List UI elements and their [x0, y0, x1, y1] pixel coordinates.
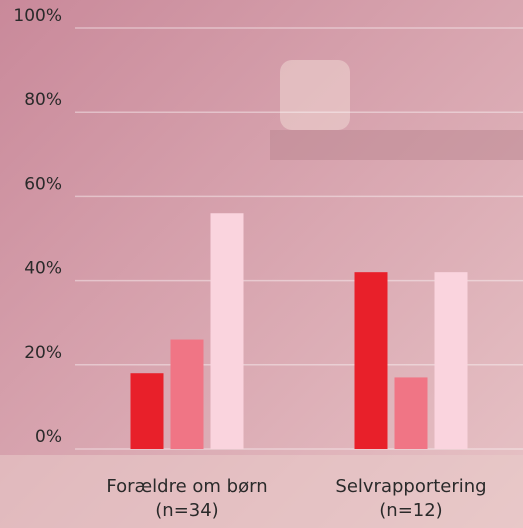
background-shape	[280, 60, 350, 130]
bar	[130, 373, 164, 449]
background-shape	[0, 455, 523, 528]
y-tick-label: 100%	[13, 6, 62, 26]
bar	[394, 377, 428, 449]
y-tick-label: 40%	[24, 259, 62, 279]
y-tick-label: 20%	[24, 343, 62, 363]
y-tick-label: 0%	[35, 427, 62, 447]
bar	[210, 213, 244, 449]
y-tick-label: 80%	[24, 90, 62, 110]
bar	[170, 339, 204, 449]
bar	[434, 272, 468, 449]
background-shape	[270, 130, 523, 160]
bar	[354, 272, 388, 449]
x-tick-label: Selvrapportering (n=12)	[335, 476, 487, 521]
y-tick-label: 60%	[24, 174, 62, 194]
x-tick-label: Forældre om børn (n=34)	[106, 476, 268, 521]
